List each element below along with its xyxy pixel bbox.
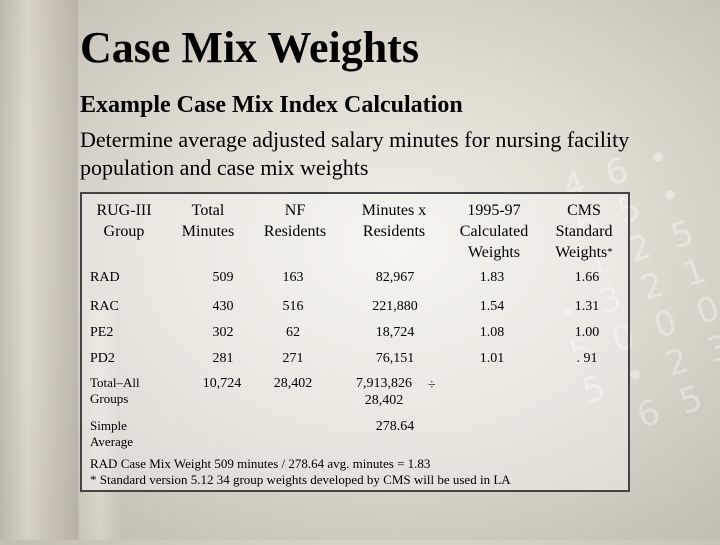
total-row-group: Total–All Groups <box>90 375 140 406</box>
header-cms-weights: CMS Standard Weights <box>555 202 613 261</box>
row-rac-cms: 1.31 <box>574 299 600 314</box>
row-pe2-mxr: 18,724 <box>375 325 415 340</box>
header-footnote-marker: * <box>607 246 613 258</box>
row-pe2-cms: 1.00 <box>574 325 600 340</box>
simple-average-value: 278.64 <box>375 419 415 434</box>
header-total-minutes: Total Minutes <box>181 202 235 240</box>
row-rac-mxr: 221,880 <box>372 299 418 314</box>
row-pd2-nf: 271 <box>282 351 304 366</box>
row-rac-total: 430 <box>212 299 234 314</box>
standard-version-note: * Standard version 5.12 34 group weights… <box>90 472 511 487</box>
header-nf-residents: NF Residents <box>263 202 327 240</box>
row-pd2-group: PD2 <box>90 351 115 366</box>
slide-title: Case Mix Weights <box>80 23 419 72</box>
calculation-table: RUG-III Group Total Minutes NF Residents… <box>80 192 630 492</box>
header-rug-group: RUG-III Group <box>96 202 152 240</box>
row-rad-nf: 163 <box>282 270 304 285</box>
row-pd2-cms: . 91 <box>576 351 598 366</box>
rad-weight-note: RAD Case Mix Weight 509 minutes / 278.64… <box>90 456 431 471</box>
header-calculated-weights: 1995-97 Calculated Weights <box>459 202 529 261</box>
row-rad-cms: 1.66 <box>574 270 600 285</box>
total-row-numerator: 7,913,826 <box>356 376 412 391</box>
simple-average-label: Simple Average <box>90 418 134 449</box>
row-pd2-calc: 1.01 <box>479 351 505 366</box>
total-row-total: 10,724 <box>202 376 242 391</box>
row-pe2-calc: 1.08 <box>479 325 505 340</box>
total-row-nf: 28,402 <box>273 376 313 391</box>
slide-description: Determine average adjusted salary minute… <box>80 127 630 180</box>
background-column <box>0 0 78 540</box>
row-pd2-total: 281 <box>212 351 234 366</box>
row-rac-nf: 516 <box>282 299 304 314</box>
table-footnotes: RAD Case Mix Weight 509 minutes / 278.64… <box>90 456 511 488</box>
row-rac-calc: 1.54 <box>479 299 505 314</box>
row-pe2-nf: 62 <box>286 325 300 340</box>
row-rad-mxr: 82,967 <box>375 270 415 285</box>
total-row-denominator: 28,402 <box>364 393 404 408</box>
row-rad-group: RAD <box>90 270 120 285</box>
row-rad-calc: 1.83 <box>479 270 505 285</box>
row-rac-group: RAC <box>90 299 119 314</box>
slide-subtitle: Example Case Mix Index Calculation <box>80 92 463 118</box>
row-pd2-mxr: 76,151 <box>375 351 415 366</box>
row-rad-total: 509 <box>212 270 234 285</box>
background-column-shadow <box>80 300 120 540</box>
header-minutes-x-residents: Minutes x Residents <box>361 202 427 240</box>
row-pe2-total: 302 <box>212 325 234 340</box>
header-cms-weights-wrap: CMS Standard Weights* <box>542 200 626 263</box>
row-pe2-group: PE2 <box>90 325 114 340</box>
division-sign: ÷ <box>428 378 436 393</box>
